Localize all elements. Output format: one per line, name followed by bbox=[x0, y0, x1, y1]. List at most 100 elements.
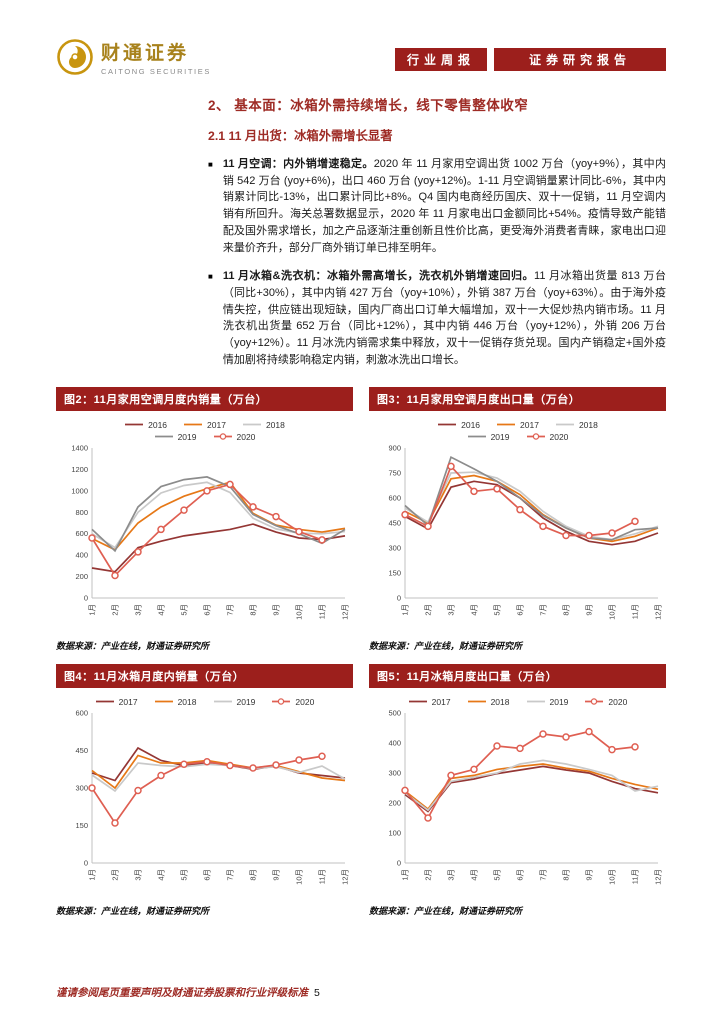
page-number: 5 bbox=[314, 987, 320, 999]
svg-text:12月: 12月 bbox=[654, 604, 663, 620]
legend-line-icon bbox=[154, 700, 173, 703]
svg-text:600: 600 bbox=[75, 529, 88, 538]
svg-text:4月: 4月 bbox=[470, 604, 479, 616]
section-heading: 2、 基本面：冰箱外需持续增长，线下零售整体收窄 bbox=[208, 98, 529, 113]
svg-text:500: 500 bbox=[388, 708, 401, 717]
svg-text:2月: 2月 bbox=[111, 604, 120, 616]
svg-text:300: 300 bbox=[388, 768, 401, 777]
svg-text:7月: 7月 bbox=[226, 604, 235, 616]
bullet-body: 11 月冰箱出货量 813 万台（同比+30%），其中内销 427 万台（yoy… bbox=[222, 270, 666, 366]
legend-item-2018: 2018 bbox=[555, 420, 598, 430]
svg-text:5月: 5月 bbox=[493, 604, 502, 616]
svg-text:200: 200 bbox=[75, 572, 88, 581]
figure5-fridge-export-chart: 图5：11月冰箱月度出口量（万台） 2017 2018 2019 2020 0 100 2… bbox=[369, 663, 666, 917]
page-footer: 谨请参阅尾页重要声明及财通证券股票和行业评级标准 5 bbox=[56, 985, 666, 1000]
svg-text:300: 300 bbox=[388, 543, 401, 552]
legend-line-icon bbox=[526, 433, 545, 440]
chart-legend: 2016 2017 2018 2019 2020 bbox=[105, 420, 305, 442]
legend-item-2018: 2018 bbox=[467, 697, 510, 707]
legend-label: 2018 bbox=[578, 419, 598, 430]
legend-line-icon bbox=[272, 698, 291, 705]
svg-text:1000: 1000 bbox=[71, 486, 88, 495]
svg-text:150: 150 bbox=[388, 568, 401, 577]
svg-text:10月: 10月 bbox=[608, 604, 617, 620]
svg-text:3月: 3月 bbox=[134, 869, 143, 881]
svg-text:100: 100 bbox=[388, 828, 401, 837]
svg-text:11月: 11月 bbox=[631, 604, 640, 619]
line-chart-plot: 0 200 400 600 800 1000 1200 1400 1月 2月 3月 4月 5月 6月 7月 8… bbox=[71, 443, 349, 619]
legend-item-2019: 2019 bbox=[154, 432, 197, 442]
svg-text:0: 0 bbox=[397, 858, 401, 867]
svg-text:4月: 4月 bbox=[157, 604, 166, 616]
svg-text:4月: 4月 bbox=[470, 869, 479, 881]
bullet-text: 11 月空调：内外销增速稳定。2020 年 11 月家用空调出货 1002 万台… bbox=[223, 156, 666, 256]
legend-item-2020: 2020 bbox=[584, 697, 627, 707]
svg-text:4月: 4月 bbox=[157, 869, 166, 881]
svg-text:1月: 1月 bbox=[88, 869, 97, 881]
svg-text:2月: 2月 bbox=[111, 869, 120, 881]
legend-line-icon bbox=[467, 435, 486, 438]
legend-item-2017: 2017 bbox=[95, 697, 138, 707]
legend-item-2019: 2019 bbox=[526, 696, 569, 707]
bullet-text: 11 月冰箱&洗衣机：冰箱外需高增长，洗衣机外销增速回归。11 月冰箱出货量 8… bbox=[223, 268, 666, 368]
badge-research-report: 证券研究报告 bbox=[494, 48, 666, 71]
svg-text:3月: 3月 bbox=[447, 604, 456, 616]
svg-text:11月: 11月 bbox=[318, 604, 327, 619]
legend-line-icon bbox=[467, 700, 486, 703]
chart-source-note: 数据来源：产业在线，财通证券研究所 bbox=[369, 905, 523, 916]
charts-grid: 图2：11月家用空调月度内销量（万台） 2016 2017 2018 2019 2020… bbox=[56, 386, 666, 917]
legend-label: 2017 bbox=[118, 696, 138, 707]
legend-label: 2020 bbox=[295, 696, 315, 707]
svg-text:12月: 12月 bbox=[341, 869, 350, 885]
legend-label: 2019 bbox=[490, 431, 510, 442]
legend-line-icon bbox=[526, 700, 545, 703]
caitong-logo-icon bbox=[57, 39, 93, 75]
logo-text: 财通证券 CAITONG SECURITIES bbox=[101, 38, 211, 76]
legend-label: 2018 bbox=[177, 696, 197, 707]
svg-text:12月: 12月 bbox=[654, 869, 663, 885]
svg-text:0: 0 bbox=[84, 858, 88, 867]
line-chart-plot: 0 100 200 300 400 500 1月 2月 3月 4月 5月 6月 7月 8月 9月 10月 11月… bbox=[388, 708, 663, 885]
legend-label: 2020 bbox=[608, 696, 628, 707]
legend-item-2018: 2018 bbox=[242, 420, 285, 430]
svg-text:1月: 1月 bbox=[401, 604, 410, 616]
legend-line-icon bbox=[125, 423, 144, 426]
svg-text:11月: 11月 bbox=[318, 869, 327, 884]
legend-line-icon bbox=[555, 423, 574, 426]
svg-text:450: 450 bbox=[388, 518, 401, 527]
svg-text:150: 150 bbox=[75, 821, 88, 830]
svg-text:1月: 1月 bbox=[88, 604, 97, 616]
legend-label: 2018 bbox=[265, 419, 285, 430]
bullet-air-conditioner: ■ 11 月空调：内外销增速稳定。2020 年 11 月家用空调出货 1002 … bbox=[208, 156, 666, 256]
svg-text:600: 600 bbox=[75, 708, 88, 717]
legend-label: 2019 bbox=[549, 696, 569, 707]
badge-industry-weekly: 行业周报 bbox=[395, 48, 487, 71]
figure2-ac-domestic-sales-chart: 图2：11月家用空调月度内销量（万台） 2016 2017 2018 2019 2020… bbox=[56, 386, 353, 652]
legend-item-2016: 2016 bbox=[437, 420, 480, 430]
svg-text:8月: 8月 bbox=[562, 604, 571, 616]
svg-text:6月: 6月 bbox=[516, 869, 525, 881]
svg-text:0: 0 bbox=[84, 593, 88, 602]
bullet-lead: 11 月空调：内外销增速稳定。 bbox=[222, 158, 374, 170]
svg-text:900: 900 bbox=[388, 443, 401, 452]
legend-label: 2017 bbox=[431, 696, 451, 707]
svg-text:8月: 8月 bbox=[249, 604, 258, 616]
svg-text:7月: 7月 bbox=[539, 604, 548, 616]
legend-line-icon bbox=[438, 423, 457, 426]
chart-title-bar: 图3：11月家用空调月度出口量（万台） bbox=[369, 386, 666, 411]
chart-legend: 2017 2018 2019 2020 bbox=[369, 697, 666, 707]
legend-label: 2016 bbox=[148, 419, 168, 430]
svg-text:9月: 9月 bbox=[585, 604, 594, 616]
svg-text:9月: 9月 bbox=[272, 869, 281, 881]
legend-line-icon bbox=[213, 433, 232, 440]
legend-item-2017: 2017 bbox=[496, 420, 539, 430]
legend-line-icon bbox=[213, 700, 232, 703]
legend-line-icon bbox=[154, 435, 173, 438]
figure4-fridge-domestic-sales-chart: 图4：11月冰箱月度内销量（万台） 2017 2018 2019 2020 0 150 3… bbox=[56, 663, 353, 917]
chart-source-note: 数据来源：产业在线，财通证券研究所 bbox=[56, 640, 210, 651]
chart-title-bar: 图4：11月冰箱月度内销量（万台） bbox=[56, 663, 353, 688]
line-chart-plot: 0 150 300 450 600 1月 2月 3月 4月 5月 6月 7月 8月 9月 10月 11月 12月 bbox=[75, 708, 350, 885]
svg-text:2月: 2月 bbox=[424, 869, 433, 881]
svg-text:6月: 6月 bbox=[516, 604, 525, 616]
legend-item-2019: 2019 bbox=[213, 697, 255, 707]
